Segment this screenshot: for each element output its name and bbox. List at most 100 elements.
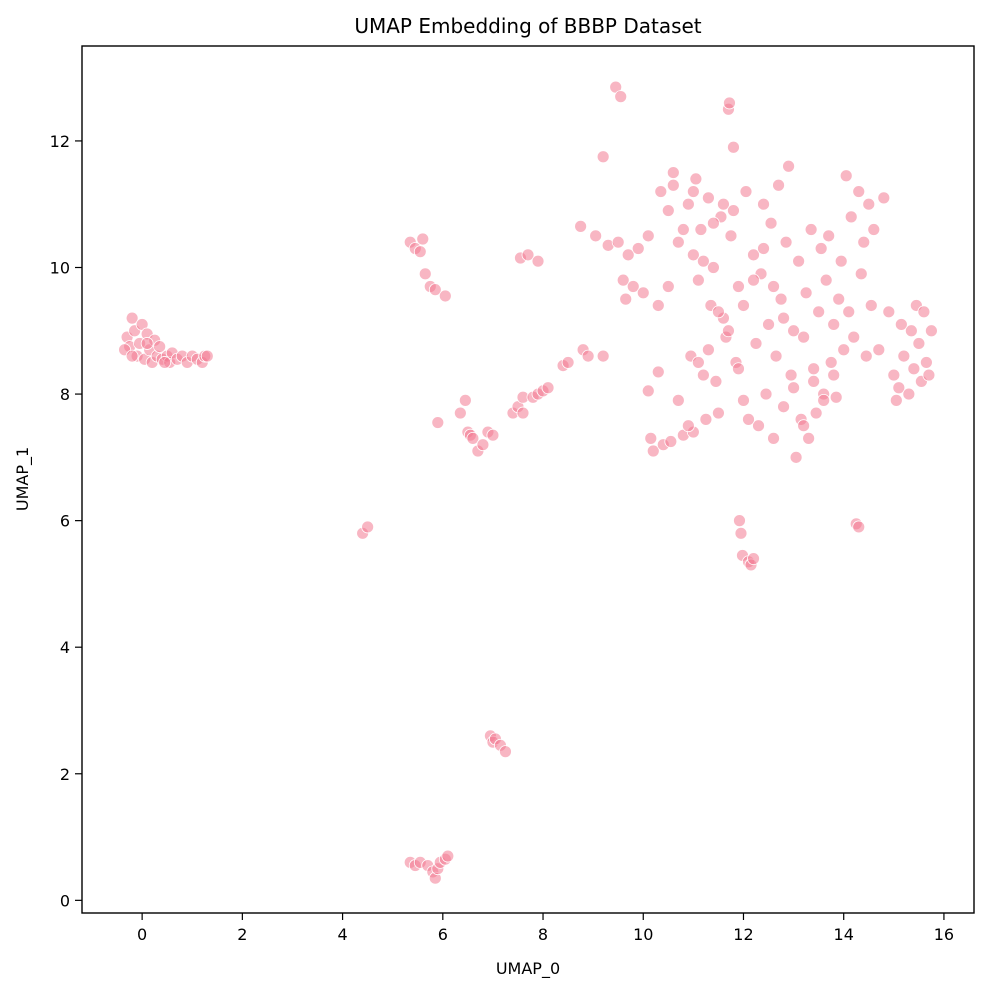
scatter-point (837, 343, 851, 357)
scatter-point (361, 520, 375, 534)
scatter-point (897, 349, 911, 363)
scatter-point (664, 435, 678, 448)
x-axis-label: UMAP_0 (496, 959, 560, 979)
scatter-point (611, 235, 625, 249)
x-tick-label: 10 (633, 925, 653, 944)
scatter-point (140, 337, 154, 350)
scatter-point (847, 330, 861, 344)
scatter-point (807, 362, 821, 376)
scatter-point (892, 381, 906, 395)
scatter-point (787, 381, 800, 395)
scatter-point (676, 223, 690, 236)
scatter-point (734, 526, 748, 540)
scatter-point (696, 368, 710, 382)
y-axis-ticks: 0 2 4 6 8 10 12 (50, 132, 82, 910)
scatter-point (812, 305, 826, 319)
scatter-point (844, 210, 858, 224)
scatter-point (829, 390, 843, 404)
scatter-point (418, 267, 432, 281)
scatter-point (428, 283, 442, 297)
x-axis-ticks: 0 2 4 6 8 10 12 14 16 (137, 913, 954, 944)
scatter-point (742, 412, 755, 426)
scatter-point (413, 245, 427, 259)
x-tick-label: 14 (834, 925, 854, 944)
scatter-point (882, 305, 896, 319)
scatter-point (769, 349, 783, 363)
scatter-point (839, 169, 853, 183)
scatter-point (702, 343, 715, 357)
scatter-point (641, 384, 655, 398)
scatter-point (516, 406, 530, 420)
scatter-point (699, 412, 713, 426)
scatter-point (616, 273, 630, 287)
scatter-point (864, 299, 878, 312)
scatter-point (671, 393, 685, 407)
scatter-point (689, 172, 703, 186)
x-tick-label: 0 (137, 925, 147, 944)
scatter-point (919, 356, 933, 369)
x-tick-label: 16 (934, 925, 954, 944)
scatter-point (822, 229, 836, 243)
scatter-point (722, 324, 735, 338)
scatter-point (614, 90, 628, 104)
scatter-point (737, 393, 750, 407)
scatter-point (772, 178, 785, 192)
y-tick-label: 12 (50, 132, 70, 151)
scatter-point (747, 552, 760, 566)
scatter-point (802, 431, 816, 445)
scatter-point (867, 223, 881, 236)
x-tick-label: 4 (337, 925, 347, 944)
y-tick-label: 2 (60, 765, 70, 784)
scatter-point (747, 273, 760, 287)
scatter-point (759, 387, 773, 401)
scatter-point (917, 305, 931, 319)
scatter-point (561, 356, 575, 369)
scatter-point (531, 254, 545, 268)
scatter-point (654, 185, 668, 198)
scatter-point (476, 438, 490, 452)
scatter-point (541, 381, 555, 395)
scatter-point (749, 337, 763, 350)
scatter-point (739, 185, 753, 198)
scatter-point (681, 419, 695, 433)
scatter-point (747, 248, 760, 262)
scatter-point (619, 292, 633, 306)
scatter-point (827, 368, 841, 382)
y-tick-label: 0 (60, 891, 70, 910)
scatter-point (862, 197, 876, 211)
y-tick-label: 8 (60, 385, 70, 404)
scatter-point (797, 419, 811, 433)
scatter-point (666, 178, 680, 192)
scatter-point (723, 96, 736, 110)
scatter-point (458, 393, 472, 407)
scatter-point (819, 273, 833, 287)
scatter-point (727, 204, 740, 217)
y-tick-label: 4 (60, 638, 70, 657)
scatter-point (894, 318, 908, 331)
scatter-point (852, 520, 866, 534)
scatter-point (804, 223, 818, 236)
scatter-point (814, 242, 828, 255)
scatter-point (694, 223, 708, 236)
scatter-point (877, 191, 891, 205)
scatter-point (486, 428, 500, 442)
scatter-point (902, 387, 916, 401)
scatter-point (696, 254, 710, 268)
scatter-point (733, 514, 746, 528)
scatter-point (732, 280, 745, 293)
scatter-point (521, 248, 535, 262)
scatter-point (707, 216, 720, 230)
scatter-point (724, 229, 738, 243)
scatter-point (857, 235, 871, 249)
y-axis-label: UMAP_1 (13, 447, 33, 511)
scatter-point (779, 235, 793, 249)
scatter-point (691, 356, 705, 369)
scatter-point (907, 362, 921, 376)
scatter-point (581, 349, 595, 363)
scatter-point (904, 324, 918, 338)
scatter-point (767, 431, 780, 445)
y-tick-label: 6 (60, 512, 70, 531)
scatter-point (596, 150, 610, 164)
